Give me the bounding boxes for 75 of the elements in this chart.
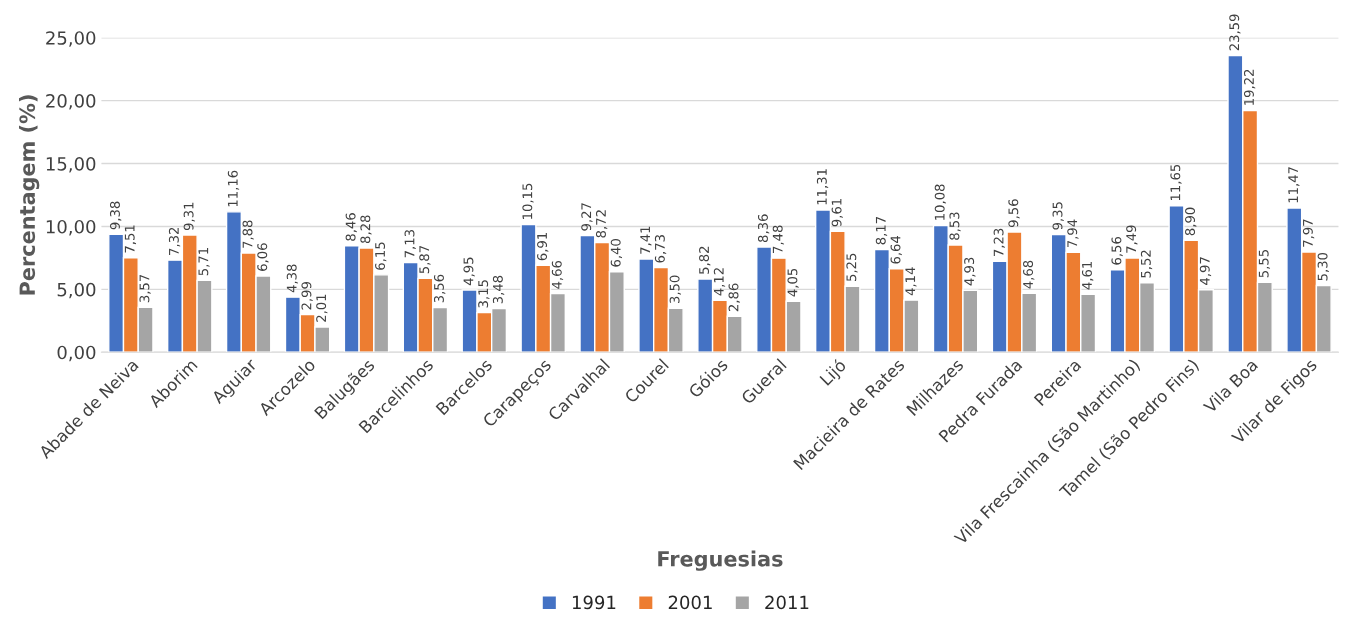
data-label: 8,28 [360,215,372,244]
data-label: 8,17 [875,217,888,245]
data-label: 7,48 [772,225,785,253]
data-label: 11,16 [227,170,240,207]
data-label: 4,97 [1199,257,1212,285]
y-tick-label: 10,00 [46,219,96,236]
data-label: 9,38 [109,201,122,230]
data-label: 4,95 [463,257,475,286]
data-label: 6,64 [890,235,902,264]
data-label: 19,22 [1243,69,1256,105]
legend-label: 1991 [572,595,616,610]
data-label: 7,23 [993,228,1005,257]
data-label: 7,94 [1067,219,1079,248]
y-axis-title: Percentagem (%) [18,95,40,295]
data-label: 4,66 [551,260,564,289]
data-label: 4,38 [286,264,299,293]
data-label: 8,46 [345,213,357,241]
data-label: 7,13 [404,230,416,258]
data-label: 11,47 [1288,167,1300,203]
data-label: 9,61 [831,199,843,227]
data-label: 4,14 [905,267,917,296]
data-label: 8,53 [949,212,961,240]
x-axis-title: Freguesias [658,550,783,571]
data-label: 2,01 [316,294,328,322]
data-label: 2,99 [301,282,313,310]
data-label: 7,88 [242,220,254,248]
data-label: 9,35 [1052,202,1064,230]
data-label: 23,59 [1229,14,1241,51]
x-tick-label: Lijó [818,357,849,389]
data-label: 3,50 [669,275,681,304]
data-label: 7,32 [168,227,181,255]
data-label: 5,87 [419,245,431,274]
y-tick-label: 0,00 [57,345,96,362]
data-label: 5,71 [198,248,210,276]
data-label: 10,08 [934,184,947,220]
data-label: 7,51 [124,225,137,253]
data-label: 5,82 [699,246,711,274]
data-label: 8,36 [757,214,770,243]
data-label: 3,48 [492,275,505,304]
data-label: 4,68 [1023,260,1035,289]
data-label: 11,65 [1170,164,1182,201]
data-label: 7,49 [1126,225,1138,253]
data-label: 7,97 [1302,219,1315,247]
data-label: 10,15 [522,183,534,219]
data-label: 6,56 [1111,237,1123,265]
data-label: 4,61 [1081,261,1094,290]
data-label: 4,12 [713,268,726,296]
y-tick-label: 20,00 [46,94,96,110]
data-label: 5,30 [1317,252,1329,281]
data-label: 5,25 [846,253,858,282]
data-label: 7,41 [640,226,652,254]
data-label: 4,05 [787,268,799,297]
data-label: 3,15 [478,280,490,308]
data-label: 9,56 [1008,199,1020,227]
data-label: 8,90 [1185,207,1197,236]
data-label: 6,06 [257,243,269,271]
data-label: 11,31 [816,169,829,205]
data-label: 3,56 [433,274,446,303]
y-tick-label: 5,00 [57,282,96,299]
data-label: 6,40 [610,239,623,267]
legend-label: 2011 [765,595,809,610]
data-label: 6,91 [537,232,549,261]
y-tick-label: 25,00 [46,31,96,47]
data-label: 5,52 [1140,250,1153,278]
data-label: 9,31 [183,202,195,231]
data-label: 4,93 [964,257,976,286]
data-label: 8,72 [595,210,608,238]
data-label: 3,57 [139,274,151,303]
data-label: 5,55 [1258,250,1271,278]
data-label: 6,73 [654,235,667,263]
y-tick-label: 15,00 [46,157,96,173]
data-label: 6,15 [375,242,387,270]
data-label: 9,27 [581,203,593,231]
legend-label: 2001 [668,595,712,610]
data-label: 2,86 [728,283,740,312]
